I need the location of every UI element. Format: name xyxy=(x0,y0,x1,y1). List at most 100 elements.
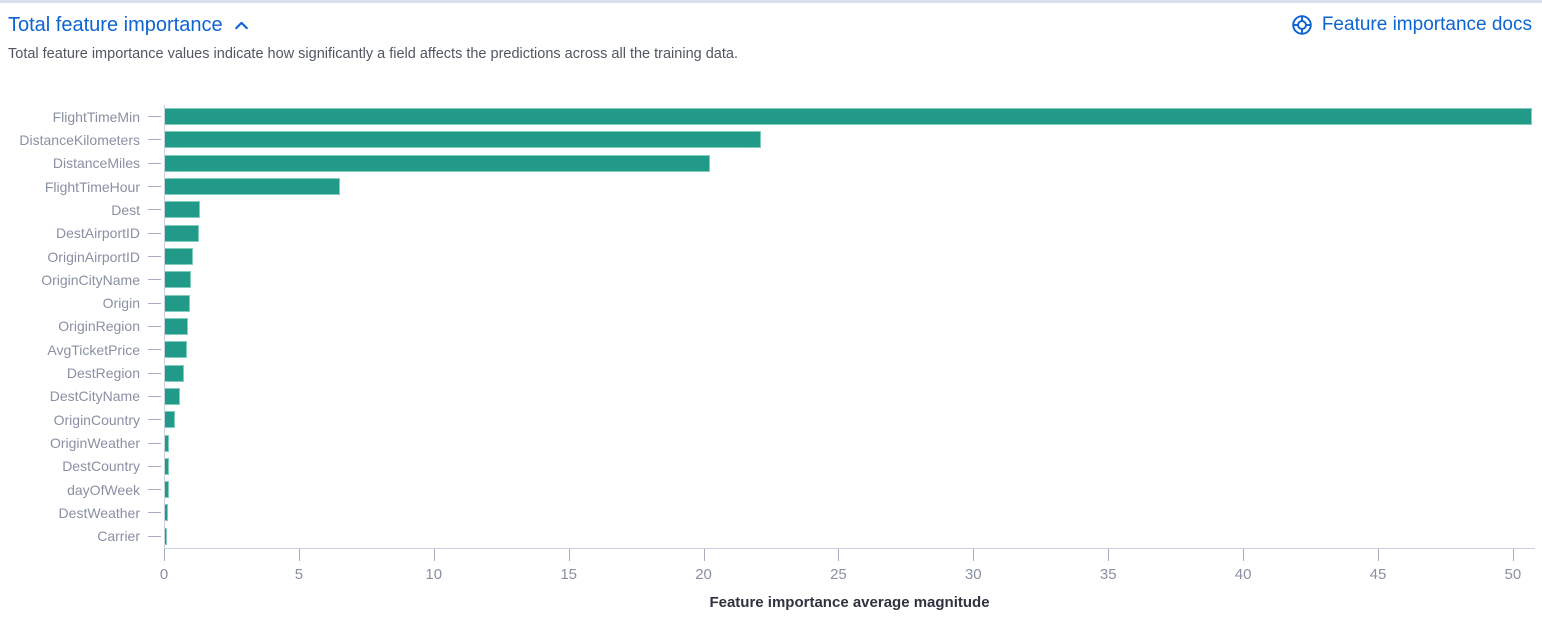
y-axis-tick xyxy=(148,465,161,467)
feature-importance-chart: FlightTimeMin DistanceKilometers DistanceM… xyxy=(0,105,1535,618)
x-axis-tick-mark xyxy=(298,549,300,561)
y-axis-label: Origin xyxy=(102,295,140,312)
y-axis-tick xyxy=(148,395,161,397)
y-axis-label: DestCountry xyxy=(62,458,140,475)
bar-OriginAirportID[interactable] xyxy=(165,248,194,266)
y-axis-tick xyxy=(148,186,161,188)
bar-dayOfWeek[interactable] xyxy=(165,481,170,499)
bar-track xyxy=(164,291,1535,315)
chart-row: DestCityName xyxy=(0,384,1535,409)
y-axis-label: Dest xyxy=(111,201,140,218)
x-axis-tick-mark xyxy=(1243,549,1245,561)
chart-row: DestRegion xyxy=(0,361,1535,385)
bar-track xyxy=(164,105,1535,129)
chart-rows: FlightTimeMin DistanceKilometers DistanceM… xyxy=(0,105,1535,548)
bar-track xyxy=(164,128,1535,152)
bar-Dest[interactable] xyxy=(165,201,201,219)
chart-row: OriginCityName xyxy=(0,268,1535,292)
bar-DestAirportID[interactable] xyxy=(165,224,199,242)
chart-row: OriginWeather xyxy=(0,431,1535,455)
x-axis-tick-label: 30 xyxy=(964,566,982,583)
bar-track xyxy=(164,244,1535,269)
bar-Carrier[interactable] xyxy=(165,527,167,545)
bar-DistanceKilometers[interactable] xyxy=(165,131,761,149)
chart-row: dayOfWeek xyxy=(0,478,1535,502)
bar-DistanceMiles[interactable] xyxy=(165,154,710,172)
x-axis-tick-mark xyxy=(433,549,435,561)
chart-row: Carrier xyxy=(0,524,1535,548)
help-lifebuoy-icon xyxy=(1291,14,1313,36)
y-axis-label: DestCityName xyxy=(49,388,140,405)
chart-row: OriginAirportID xyxy=(0,244,1535,269)
bar-track xyxy=(164,314,1535,339)
y-axis-label: AvgTicketPrice xyxy=(47,341,140,358)
x-axis-tick-label: 0 xyxy=(159,566,169,583)
bar-track xyxy=(164,431,1535,455)
feature-importance-docs-link[interactable]: Feature importance docs xyxy=(1291,14,1532,36)
bar-DestRegion[interactable] xyxy=(165,364,184,382)
x-axis-tick-mark xyxy=(164,549,165,561)
x-axis-tick-label: 15 xyxy=(560,566,577,583)
section-title: Total feature importance xyxy=(8,14,223,36)
bar-DestCountry[interactable] xyxy=(165,457,170,475)
x-axis: Feature importance average magnitude 0 5 1… xyxy=(0,548,1535,618)
bar-track xyxy=(164,524,1535,548)
section-toggle-total-feature-importance[interactable]: Total feature importance xyxy=(8,14,250,37)
y-axis-label: DistanceKilometers xyxy=(19,131,140,148)
y-axis-tick xyxy=(148,279,161,281)
bar-track xyxy=(164,151,1535,175)
bar-OriginWeather[interactable] xyxy=(165,434,170,452)
bar-track xyxy=(164,198,1535,222)
y-axis-tick xyxy=(148,512,161,514)
y-axis-tick xyxy=(148,442,161,444)
y-axis-label: FlightTimeHour xyxy=(44,178,140,195)
y-axis-label: OriginRegion xyxy=(58,318,140,335)
bar-FlightTimeMin[interactable] xyxy=(165,108,1532,126)
y-axis-label: dayOfWeek xyxy=(67,481,140,498)
x-axis-tick-label: 50 xyxy=(1504,566,1522,583)
chart-row: AvgTicketPrice xyxy=(0,338,1535,362)
x-axis-tick-mark xyxy=(838,549,840,561)
y-axis-tick xyxy=(148,116,161,118)
x-axis-tick-label: 40 xyxy=(1234,566,1252,583)
bar-track xyxy=(164,478,1535,502)
bar-OriginRegion[interactable] xyxy=(165,317,189,335)
bar-Origin[interactable] xyxy=(165,294,191,312)
bar-track xyxy=(164,174,1535,199)
chart-row: DestWeather xyxy=(0,501,1535,525)
y-axis-tick xyxy=(148,419,161,421)
x-axis-tick-label: 20 xyxy=(695,566,712,583)
bar-FlightTimeHour[interactable] xyxy=(165,178,341,196)
x-axis-tick-label: 35 xyxy=(1099,566,1117,583)
chevron-up-icon xyxy=(233,17,250,34)
bar-DestCityName[interactable] xyxy=(165,387,181,405)
y-axis-label: OriginCityName xyxy=(41,271,140,288)
section-description: Total feature importance values indicate… xyxy=(8,46,738,62)
chart-row: OriginRegion xyxy=(0,314,1535,339)
bar-track xyxy=(164,501,1535,525)
bar-OriginCountry[interactable] xyxy=(165,411,175,429)
y-axis-label: DistanceMiles xyxy=(52,155,140,172)
x-axis-tick-label: 5 xyxy=(294,566,304,583)
y-axis-tick xyxy=(148,209,161,211)
bar-track xyxy=(164,454,1535,478)
bar-track xyxy=(164,221,1535,245)
x-axis-strip: Feature importance average magnitude 0 5 1… xyxy=(160,548,1535,618)
x-axis-tick-mark xyxy=(1512,549,1514,561)
chart-row: DestAirportID xyxy=(0,221,1535,245)
bar-AvgTicketPrice[interactable] xyxy=(165,341,187,359)
x-axis-tick-label: 10 xyxy=(425,566,443,583)
chart-row: OriginCountry xyxy=(0,408,1535,432)
bar-track xyxy=(164,268,1535,292)
chart-row: Origin xyxy=(0,291,1535,315)
y-axis-label: DestWeather xyxy=(58,504,140,521)
chart-row: DestCountry xyxy=(0,454,1535,478)
y-axis-label: OriginCountry xyxy=(53,411,140,428)
y-axis-tick xyxy=(148,139,161,141)
bar-OriginCityName[interactable] xyxy=(165,271,191,289)
x-axis-tick-label: 25 xyxy=(830,566,847,583)
x-axis-tick-mark xyxy=(703,549,705,561)
y-axis-tick xyxy=(148,302,161,304)
bar-DestWeather[interactable] xyxy=(165,504,168,522)
